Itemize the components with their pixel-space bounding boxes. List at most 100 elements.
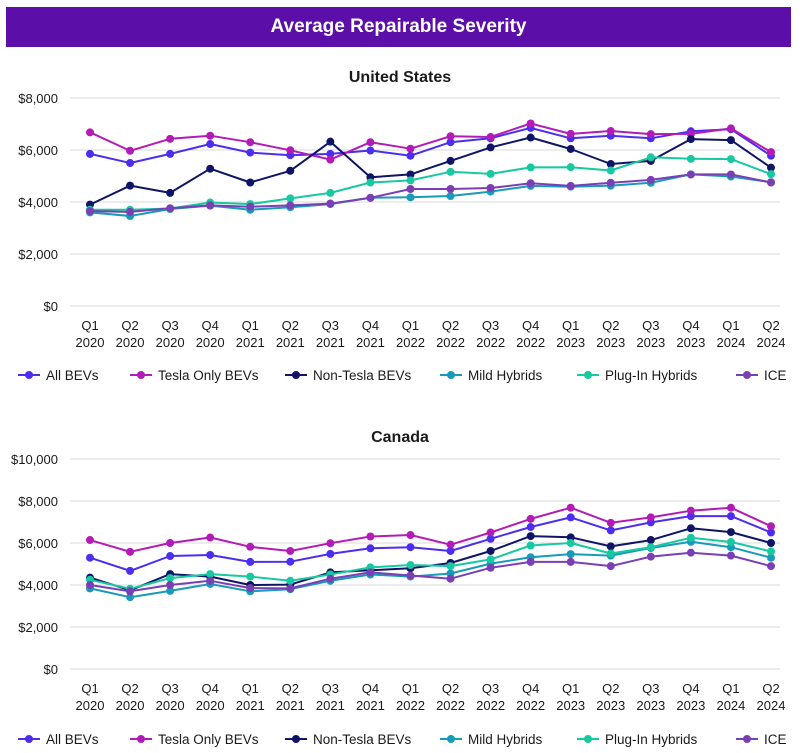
- united-states-point-ice: [606, 178, 615, 187]
- united-states-x-tick-year: 2022: [436, 335, 465, 350]
- canada-x-tick-quarter: Q1: [722, 681, 739, 696]
- canada-x-tick-year: 2020: [156, 698, 185, 713]
- canada-x-tick-quarter: Q4: [202, 681, 219, 696]
- united-states-point-tesla-only-bevs: [646, 130, 655, 139]
- canada-legend-marker: [137, 735, 145, 743]
- united-states-x-tick-year: 2023: [596, 335, 625, 350]
- canada-point-ice: [606, 562, 615, 571]
- canada-series-line-mild-hybrids: [89, 540, 772, 599]
- united-states-y-tick-label: $0: [44, 299, 58, 314]
- canada-legend-label: Plug-In Hybrids: [605, 732, 698, 747]
- united-states-series-line-all-bevs: [89, 126, 772, 164]
- united-states-x-tick-quarter: Q3: [322, 318, 339, 333]
- canada-point-ice: [486, 563, 495, 572]
- united-states-legend-label: Non-Tesla BEVs: [313, 368, 412, 383]
- united-states-point-non-tesla-bevs: [406, 170, 415, 179]
- canada-chart-title: Canada: [371, 429, 429, 446]
- canada-y-tick-label: $0: [44, 662, 58, 677]
- united-states-x-tick-year: 2021: [316, 335, 345, 350]
- canada-point-non-tesla-bevs: [606, 542, 615, 551]
- united-states-legend-label: Tesla Only BEVs: [158, 368, 259, 383]
- canada-x-tick-quarter: Q3: [642, 681, 659, 696]
- united-states-point-non-tesla-bevs: [566, 144, 575, 153]
- united-states-point-ice: [446, 185, 455, 193]
- canada-x-tick-year: 2023: [676, 698, 705, 713]
- canada-point-tesla-only-bevs: [406, 531, 415, 540]
- canada-point-all-bevs: [446, 546, 455, 555]
- canada-point-non-tesla-bevs: [686, 524, 695, 533]
- canada-point-plug-in-hybrids: [606, 549, 615, 558]
- canada-point-plug-in-hybrids: [206, 570, 215, 579]
- united-states-point-tesla-only-bevs: [446, 132, 455, 141]
- canada-x-tick-year: 2023: [556, 698, 585, 713]
- united-states-point-non-tesla-bevs: [286, 166, 295, 175]
- canada-x-tick-quarter: Q3: [482, 681, 499, 696]
- united-states-point-tesla-only-bevs: [606, 127, 615, 136]
- united-states-y-tick-label: $8,000: [18, 91, 58, 106]
- united-states-x-tick-quarter: Q4: [202, 318, 219, 333]
- united-states-x-tick-quarter: Q1: [722, 318, 739, 333]
- united-states-point-ice: [686, 170, 695, 179]
- canada-point-all-bevs: [526, 523, 535, 532]
- united-states-legend-marker: [25, 371, 33, 379]
- united-states-y-tick-label: $4,000: [18, 195, 58, 210]
- canada-x-tick-quarter: Q2: [121, 681, 138, 696]
- united-states-point-mild-hybrids: [446, 192, 455, 201]
- canada-x-tick-quarter: Q2: [442, 681, 459, 696]
- canada-point-plug-in-hybrids: [726, 537, 735, 546]
- canada-point-tesla-only-bevs: [206, 533, 215, 542]
- united-states-point-non-tesla-bevs: [526, 133, 535, 142]
- united-states-point-ice: [86, 207, 94, 216]
- united-states-point-ice: [366, 193, 375, 202]
- united-states-point-plug-in-hybrids: [606, 166, 615, 175]
- canada-legend-label: Non-Tesla BEVs: [313, 732, 412, 747]
- united-states-x-tick-year: 2023: [556, 335, 585, 350]
- canada-x-tick-quarter: Q4: [682, 681, 699, 696]
- canada-point-mild-hybrids: [767, 553, 775, 562]
- united-states-point-plug-in-hybrids: [486, 169, 495, 178]
- canada-x-tick-year: 2022: [396, 698, 425, 713]
- canada-y-tick-label: $2,000: [18, 620, 58, 635]
- canada-point-ice: [206, 576, 215, 585]
- canada-x-tick-quarter: Q4: [362, 681, 379, 696]
- canada-legend-marker: [447, 735, 455, 743]
- united-states-x-tick-quarter: Q1: [402, 318, 419, 333]
- canada-point-all-bevs: [726, 512, 735, 521]
- united-states-x-tick-year: 2020: [156, 335, 185, 350]
- united-states-point-non-tesla-bevs: [206, 164, 215, 173]
- canada-point-all-bevs: [286, 557, 295, 566]
- canada-point-plug-in-hybrids: [406, 561, 415, 570]
- canada-x-tick-quarter: Q4: [522, 681, 539, 696]
- united-states-point-ice: [767, 178, 775, 187]
- united-states-point-non-tesla-bevs: [446, 156, 455, 165]
- canada-point-non-tesla-bevs: [767, 539, 775, 547]
- canada-point-ice: [366, 568, 375, 577]
- united-states-point-non-tesla-bevs: [126, 181, 135, 190]
- canada-point-ice: [166, 581, 175, 589]
- canada-point-all-bevs: [486, 534, 495, 543]
- united-states-point-ice: [126, 207, 135, 216]
- canada-y-tick-label: $10,000: [11, 452, 58, 467]
- united-states-point-tesla-only-bevs: [566, 129, 575, 138]
- canada-point-plug-in-hybrids: [166, 574, 175, 583]
- canada-point-all-bevs: [406, 543, 415, 552]
- united-states-legend-marker: [447, 371, 455, 379]
- united-states-x-tick-year: 2024: [757, 335, 786, 350]
- canada-point-all-bevs: [126, 566, 135, 575]
- canada-series-line-all-bevs: [89, 515, 772, 572]
- canada-point-tesla-only-bevs: [686, 506, 695, 515]
- united-states-point-plug-in-hybrids: [526, 163, 535, 172]
- united-states-x-tick-quarter: Q3: [161, 318, 178, 333]
- canada-point-all-bevs: [366, 544, 375, 553]
- canada-point-plug-in-hybrids: [646, 543, 655, 552]
- united-states-x-tick-year: 2021: [236, 335, 265, 350]
- canada-point-ice: [767, 562, 775, 571]
- united-states-point-mild-hybrids: [406, 193, 415, 202]
- united-states-point-ice: [206, 201, 215, 210]
- canada-point-tesla-only-bevs: [526, 514, 535, 523]
- united-states-x-tick-year: 2020: [76, 335, 105, 350]
- united-states-point-tesla-only-bevs: [526, 119, 535, 128]
- canada-legend-label: Mild Hybrids: [468, 732, 543, 747]
- united-states-point-ice: [726, 170, 735, 179]
- canada-point-plug-in-hybrids: [446, 562, 455, 571]
